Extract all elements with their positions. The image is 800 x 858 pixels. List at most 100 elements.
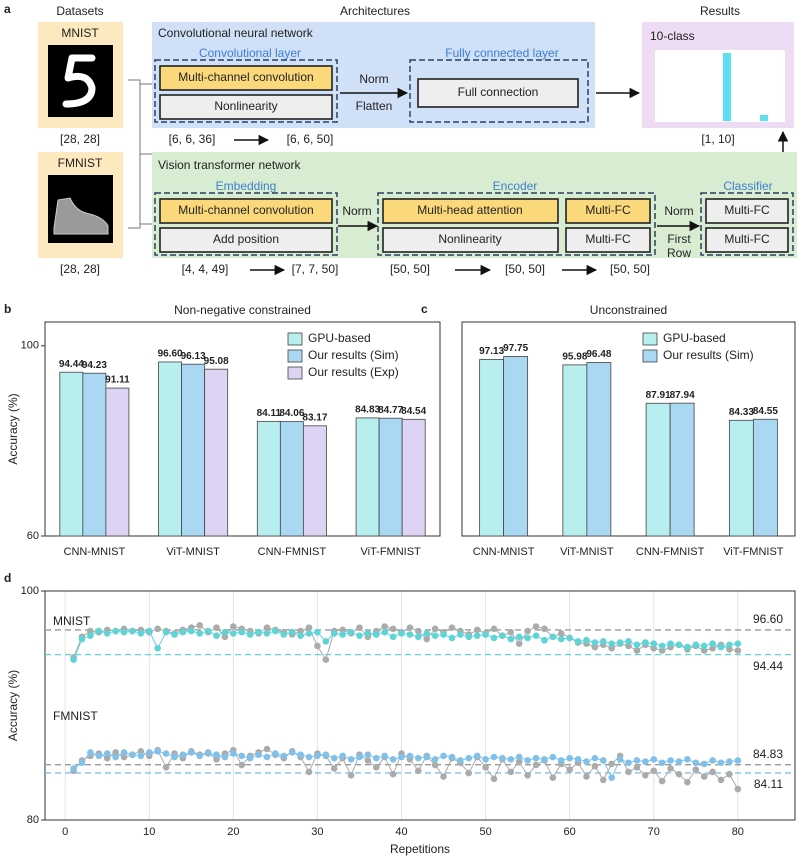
op-label: Multi-channel convolution	[178, 203, 313, 217]
op-box	[565, 227, 651, 253]
value-label: 87.94	[670, 390, 695, 401]
point	[650, 640, 658, 647]
shape-label: [50, 50]	[390, 262, 430, 276]
header: Architectures	[340, 4, 410, 18]
shape-label: [50, 50]	[505, 262, 545, 276]
point	[70, 656, 77, 663]
shape-label: [4, 4, 49]	[182, 262, 229, 276]
point	[246, 631, 254, 638]
digit-stroke	[62, 54, 96, 108]
point	[339, 626, 346, 634]
point	[305, 630, 313, 637]
point	[423, 635, 431, 643]
point	[297, 751, 304, 759]
point	[381, 623, 388, 630]
point	[78, 635, 86, 643]
point	[658, 777, 666, 785]
point	[616, 639, 624, 646]
point	[330, 630, 338, 637]
point	[78, 759, 86, 767]
connector	[128, 79, 152, 229]
point	[709, 768, 716, 776]
op-label: Multi-head attention	[417, 203, 522, 217]
x-tick-label: ViT-MNIST	[166, 546, 220, 558]
chart-title: Unconstrained	[590, 303, 667, 317]
legend-label: Our results (Exp)	[308, 365, 399, 379]
op-box	[159, 227, 333, 253]
cnn-title: Convolutional neural network	[158, 26, 314, 40]
point	[608, 644, 616, 652]
op-note: Norm	[342, 204, 371, 218]
point	[625, 642, 632, 650]
point	[583, 636, 590, 644]
point	[717, 776, 725, 784]
point	[255, 628, 262, 636]
panel-letter: d	[4, 571, 11, 585]
x-tick-label: CNN-FMNIST	[636, 546, 705, 558]
op-note: Flatten	[356, 99, 393, 113]
result-bar	[760, 115, 768, 121]
x-tick-label: 40	[395, 826, 407, 838]
point	[541, 756, 548, 763]
y-tick-label: 60	[27, 530, 39, 542]
op-label: Multi-FC	[724, 232, 770, 246]
point	[482, 631, 489, 638]
annotation: FMNIST	[53, 709, 98, 723]
point	[372, 764, 380, 771]
point	[137, 630, 145, 637]
reference-label: 84.83	[753, 747, 783, 761]
point	[541, 636, 548, 644]
point	[642, 758, 649, 765]
point	[406, 624, 414, 631]
point	[490, 634, 498, 642]
value-label: 84.55	[753, 406, 778, 417]
point	[95, 752, 103, 760]
point	[204, 750, 212, 757]
point	[473, 632, 481, 639]
point	[70, 765, 77, 772]
point	[726, 646, 733, 653]
point	[87, 749, 94, 756]
point	[591, 639, 599, 646]
result-bar	[723, 53, 731, 121]
bar	[82, 372, 107, 537]
point	[288, 749, 296, 756]
point	[162, 750, 170, 757]
result-plot	[655, 50, 785, 122]
op-label: Multi-channel convolution	[178, 70, 313, 84]
bar	[181, 363, 206, 537]
point	[406, 752, 414, 760]
value-label: 84.77	[378, 405, 403, 416]
point	[608, 774, 616, 781]
op-box	[705, 227, 789, 253]
point	[280, 752, 288, 760]
value-label: 84.11	[257, 408, 282, 419]
results-title: 10-class	[650, 29, 695, 43]
point	[599, 638, 607, 645]
point	[398, 753, 405, 761]
point	[179, 751, 187, 759]
point	[633, 641, 641, 649]
point	[255, 751, 262, 759]
value-label: 97.75	[503, 343, 528, 354]
point	[515, 758, 523, 765]
point	[129, 627, 136, 635]
shape-label: [7, 7, 50]	[292, 262, 339, 276]
point	[415, 754, 422, 762]
op-label: Multi-FC	[585, 232, 631, 246]
point	[103, 750, 111, 757]
reference-label: 96.60	[753, 612, 783, 626]
point	[431, 756, 439, 763]
point	[297, 627, 304, 635]
point	[112, 753, 119, 761]
point	[532, 623, 540, 630]
point	[591, 754, 599, 762]
point	[633, 647, 641, 654]
point	[591, 762, 599, 770]
value-label: 84.33	[729, 407, 754, 418]
point	[381, 752, 388, 760]
block-title: Convolutional layer	[199, 46, 301, 60]
point	[103, 754, 111, 762]
point	[171, 753, 178, 761]
point	[599, 757, 607, 764]
